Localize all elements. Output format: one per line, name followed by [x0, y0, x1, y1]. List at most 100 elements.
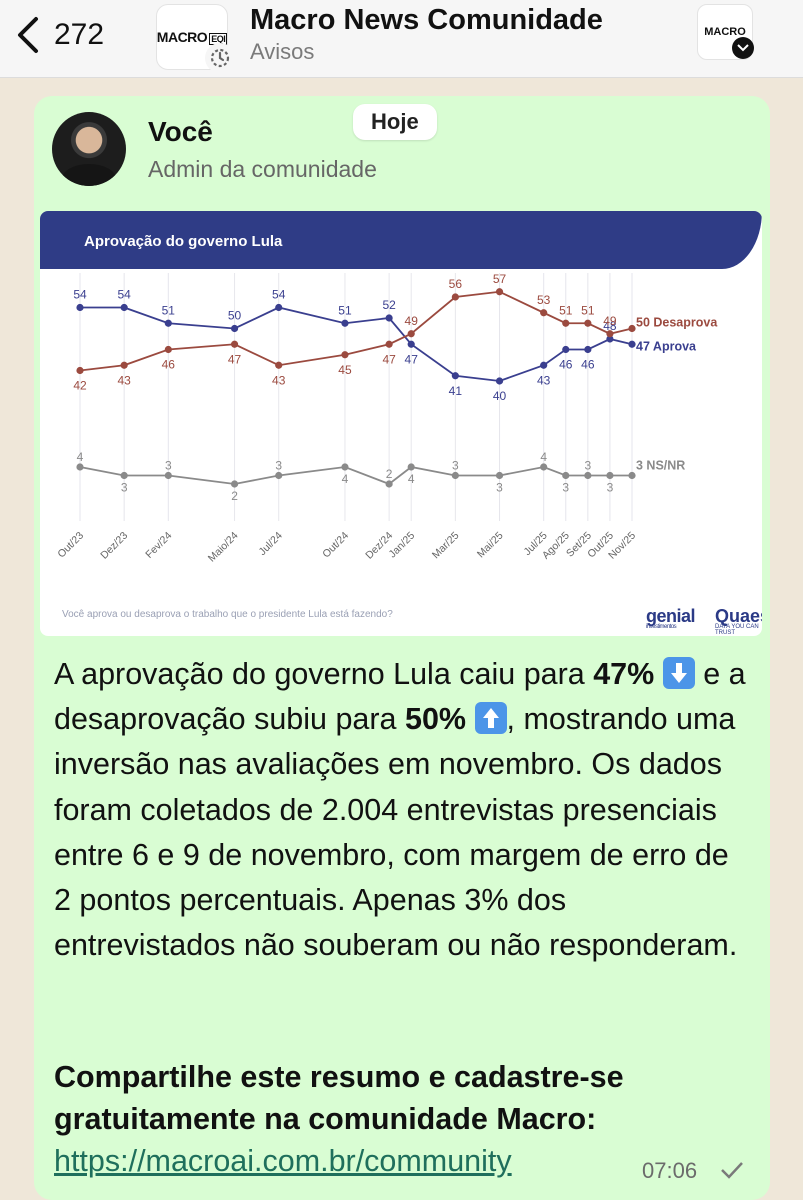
- data-label: 48: [603, 319, 617, 333]
- data-point: [385, 340, 393, 348]
- data-label: 51: [162, 303, 176, 317]
- data-label: 45: [338, 363, 352, 377]
- series-end-label: 50 Desaprova: [636, 316, 718, 330]
- data-point: [540, 309, 548, 317]
- back-button[interactable]: 272: [14, 10, 104, 60]
- chat-title-area[interactable]: Macro News Comunidade Avisos: [250, 4, 603, 65]
- data-point: [76, 303, 84, 312]
- data-point: [628, 324, 636, 333]
- data-point: [120, 303, 128, 312]
- date-pill: Hoje: [353, 104, 437, 140]
- chart-image[interactable]: Aprovação do governo Lula 54 54 51 50 54 51 52…: [40, 211, 762, 636]
- x-tick-label: Mar/25: [430, 530, 462, 562]
- data-label: 47: [382, 352, 396, 366]
- data-point: [385, 480, 393, 488]
- data-point: [606, 335, 614, 343]
- logo-text-small: MACRO: [704, 26, 746, 38]
- data-point: [120, 361, 128, 369]
- chat-subtitle: Avisos: [250, 39, 315, 64]
- data-label: 42: [73, 379, 87, 393]
- data-label: 53: [537, 293, 551, 307]
- data-label: 46: [581, 358, 595, 372]
- x-tick-label: Jul/24: [257, 530, 285, 558]
- data-point: [120, 471, 128, 480]
- data-label: 46: [559, 358, 573, 372]
- series-end-label: 47 Aprova: [636, 339, 697, 353]
- unread-count: 272: [54, 18, 105, 51]
- data-point: [562, 319, 570, 327]
- data-point: [275, 303, 283, 312]
- disappearing-timer-icon: [205, 43, 235, 73]
- data-label: 52: [382, 298, 396, 312]
- chat-title: Macro News Comunidade: [250, 4, 603, 36]
- data-label: 40: [493, 389, 507, 403]
- chart-title: Aprovação do governo Lula: [84, 233, 283, 250]
- call-to-action-text: Compartilhe este resumo e cadastre-se gr…: [54, 1060, 624, 1136]
- data-point: [451, 293, 459, 301]
- sender-role: Admin da comunidade: [148, 156, 377, 182]
- x-tick-label: Maio/24: [206, 530, 241, 565]
- data-point: [584, 471, 592, 480]
- data-point: [606, 330, 614, 338]
- message-bubble[interactable]: Você Admin da comunidade Hoje Aprovação …: [34, 96, 770, 1200]
- data-label: 4: [540, 450, 547, 464]
- data-label: 43: [117, 373, 131, 387]
- data-label: 41: [449, 384, 463, 398]
- data-label: 46: [162, 358, 176, 372]
- data-point: [562, 471, 570, 480]
- data-point: [164, 345, 172, 354]
- community-menu-button[interactable]: MACRO: [697, 4, 754, 60]
- data-point: [628, 471, 636, 480]
- message-time: 07:06: [642, 1158, 698, 1183]
- data-point: [385, 314, 393, 322]
- data-label: 3: [275, 459, 282, 473]
- data-label: 54: [117, 288, 131, 302]
- data-point: [275, 471, 283, 480]
- data-point: [606, 471, 614, 480]
- data-point: [341, 463, 349, 471]
- chevron-down-icon: [732, 37, 754, 59]
- data-point: [407, 330, 415, 338]
- data-label: 3: [607, 481, 614, 495]
- data-point: [407, 340, 415, 348]
- data-label: 49: [603, 314, 617, 328]
- data-point: [584, 319, 592, 327]
- data-label: 4: [77, 450, 84, 464]
- chat-header: 272 MACRO EQI Macro News Comunidade Aviso…: [0, 0, 803, 78]
- data-label: 54: [73, 288, 87, 302]
- data-label: 3: [452, 459, 459, 473]
- data-point: [230, 340, 239, 348]
- data-point: [230, 324, 239, 333]
- community-link[interactable]: https://macroai.com.br/community: [54, 1144, 512, 1178]
- data-label: 51: [581, 303, 595, 317]
- data-point: [407, 463, 415, 471]
- series-line-ns-nr: [79, 466, 632, 486]
- data-point: [562, 345, 570, 354]
- data-label: 49: [405, 314, 419, 328]
- sender-avatar[interactable]: [52, 112, 126, 186]
- data-label: 51: [559, 303, 573, 317]
- data-label: 47: [405, 352, 419, 366]
- data-label: 56: [449, 277, 463, 291]
- data-label: 2: [231, 489, 238, 503]
- x-tick-label: Mai/25: [475, 530, 506, 561]
- data-point: [628, 340, 636, 348]
- x-tick-label: Out/23: [55, 530, 86, 561]
- data-label: 3: [121, 481, 128, 495]
- data-label: 43: [272, 373, 286, 387]
- data-label: 3: [584, 459, 591, 473]
- genial-logo: genial investimentos: [646, 606, 696, 630]
- chart-header-band: [40, 211, 762, 269]
- x-tick-label: Fev/24: [143, 530, 174, 561]
- data-label: 51: [338, 303, 352, 317]
- data-point: [341, 319, 349, 327]
- x-tick-label: Out/24: [320, 530, 351, 561]
- data-label: 54: [272, 288, 286, 302]
- logo-text: MACRO EQI: [156, 29, 228, 45]
- data-label: 47: [228, 352, 242, 366]
- data-label: 50: [228, 309, 242, 323]
- data-label: 43: [537, 373, 551, 387]
- data-point: [495, 377, 504, 385]
- community-avatar[interactable]: MACRO EQI: [156, 4, 235, 73]
